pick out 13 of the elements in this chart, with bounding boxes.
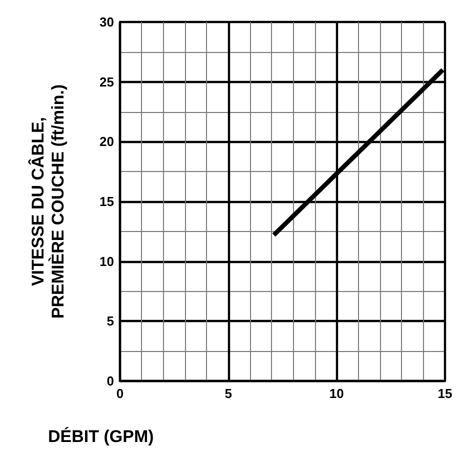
x-tick-label: 15 — [438, 386, 452, 401]
x-axis-title: DÉBIT (GPM) — [48, 426, 154, 446]
y-tick-label: 5 — [106, 314, 114, 329]
x-tick-label: 5 — [224, 386, 232, 401]
y-tick-label: 15 — [100, 194, 114, 209]
y-tick-label: 25 — [100, 74, 114, 90]
y-axis-title: VITESSE DU CÂBLE, PREMIÈRE COUCHE (ft/min.) — [28, 84, 68, 319]
y-tick-label: 20 — [100, 134, 114, 150]
x-tick-label: 0 — [116, 386, 124, 401]
y-tick-label: 10 — [100, 254, 114, 269]
y-tick-label: 30 — [100, 14, 114, 30]
y-tick-label: 0 — [106, 374, 114, 388]
x-tick-label: 10 — [329, 386, 344, 401]
